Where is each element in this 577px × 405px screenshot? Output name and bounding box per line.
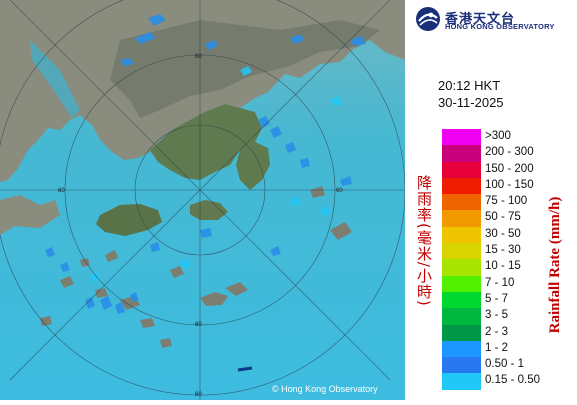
legend-swatch bbox=[442, 357, 481, 374]
legend-swatch bbox=[442, 308, 481, 325]
legend-row: 50 - 75 bbox=[442, 210, 572, 227]
river-estuary bbox=[30, 40, 80, 118]
legend-swatch bbox=[442, 243, 481, 260]
rainfall-legend: >300 200 - 300 150 - 200 100 - 150 75 - 100 5… bbox=[442, 129, 572, 390]
legend-swatch bbox=[442, 226, 481, 244]
legend-label: 30 - 50 bbox=[485, 227, 521, 240]
range-label-west: 60 bbox=[58, 188, 65, 194]
legend-row: 1 - 2 bbox=[442, 340, 572, 358]
legend-label: 10 - 15 bbox=[485, 260, 521, 273]
new-territories bbox=[150, 104, 262, 180]
legend-row: 0.15 - 0.50 bbox=[442, 373, 572, 390]
range-label-east: 60 bbox=[336, 188, 343, 194]
hk-island bbox=[190, 200, 228, 220]
observation-time: 20:12 HKT bbox=[438, 78, 501, 93]
sai-kung-peninsula bbox=[236, 142, 270, 190]
org-logo: 香港天文台 HONG KONG OBSERVATORY bbox=[415, 6, 575, 32]
radar-map-canvas: 60 60 60 60 60 bbox=[0, 0, 406, 400]
legend-row: 0.50 - 1 bbox=[442, 357, 572, 374]
legend-row: 15 - 30 bbox=[442, 243, 572, 260]
legend-label: 75 - 100 bbox=[485, 195, 528, 208]
legend-label: 1 - 2 bbox=[485, 341, 509, 354]
legend-swatch bbox=[442, 259, 481, 276]
legend-swatch bbox=[442, 340, 481, 358]
legend-label: 15 - 30 bbox=[485, 244, 521, 257]
legend-row: 5 - 7 bbox=[442, 291, 572, 309]
legend-row: 7 - 10 bbox=[442, 275, 572, 292]
echo-streak bbox=[237, 366, 253, 372]
legend-label: 2 - 3 bbox=[485, 325, 509, 338]
legend-row: 100 - 150 bbox=[442, 177, 572, 195]
legend-row: 75 - 100 bbox=[442, 194, 572, 211]
lantau-island bbox=[96, 204, 162, 236]
rain-echoes-light bbox=[90, 66, 342, 282]
copyright-text: © Hong Kong Observatory bbox=[272, 384, 378, 394]
legend-row: >300 bbox=[442, 129, 572, 146]
range-label-south-outer: 60 bbox=[195, 392, 202, 398]
radar-map: 60 60 60 60 60 © Hong Kong Observatory bbox=[0, 0, 406, 400]
observation-date: 30-11-2025 bbox=[438, 95, 504, 110]
legend-panel: 香港天文台 HONG KONG OBSERVATORY 20:12 HKT 30… bbox=[405, 0, 577, 400]
legend-swatch bbox=[442, 324, 481, 341]
west-peninsula bbox=[0, 195, 60, 235]
legend-label: 200 - 300 bbox=[485, 146, 534, 159]
legend-label: 50 - 75 bbox=[485, 211, 521, 224]
legend-swatch bbox=[442, 161, 481, 178]
legend-title-chinese: 降雨率(毫米/小時) bbox=[415, 175, 433, 307]
legend-title-english: Rainfall Rate (mm/h) bbox=[547, 196, 563, 334]
hko-logo-icon bbox=[416, 7, 440, 31]
org-name-english: HONG KONG OBSERVATORY bbox=[445, 22, 555, 31]
legend-swatch bbox=[442, 373, 481, 390]
range-label-south: 60 bbox=[195, 322, 202, 328]
legend-label: 3 - 5 bbox=[485, 309, 509, 322]
legend-row: 2 - 3 bbox=[442, 324, 572, 341]
legend-row: 30 - 50 bbox=[442, 226, 572, 244]
legend-row: 10 - 15 bbox=[442, 259, 572, 276]
legend-swatch bbox=[442, 291, 481, 309]
legend-swatch bbox=[442, 210, 481, 227]
legend-label: >300 bbox=[485, 130, 511, 142]
legend-swatch bbox=[442, 275, 481, 292]
range-label-north: 60 bbox=[195, 54, 202, 60]
legend-label: 5 - 7 bbox=[485, 292, 509, 305]
legend-label: 0.50 - 1 bbox=[485, 358, 524, 371]
rain-echoes bbox=[45, 14, 366, 314]
org-name-chinese: 香港天文台 bbox=[445, 12, 516, 27]
legend-swatch bbox=[442, 177, 481, 195]
legend-row: 3 - 5 bbox=[442, 308, 572, 325]
legend-label: 150 - 200 bbox=[485, 162, 534, 175]
legend-swatch bbox=[442, 129, 481, 146]
legend-row: 150 - 200 bbox=[442, 161, 572, 178]
legend-label: 100 - 150 bbox=[485, 178, 534, 191]
legend-label: 7 - 10 bbox=[485, 276, 515, 289]
legend-label: 0.15 - 0.50 bbox=[485, 374, 540, 387]
legend-swatch bbox=[442, 194, 481, 211]
legend-swatch bbox=[442, 145, 481, 162]
legend-row: 200 - 300 bbox=[442, 145, 572, 162]
